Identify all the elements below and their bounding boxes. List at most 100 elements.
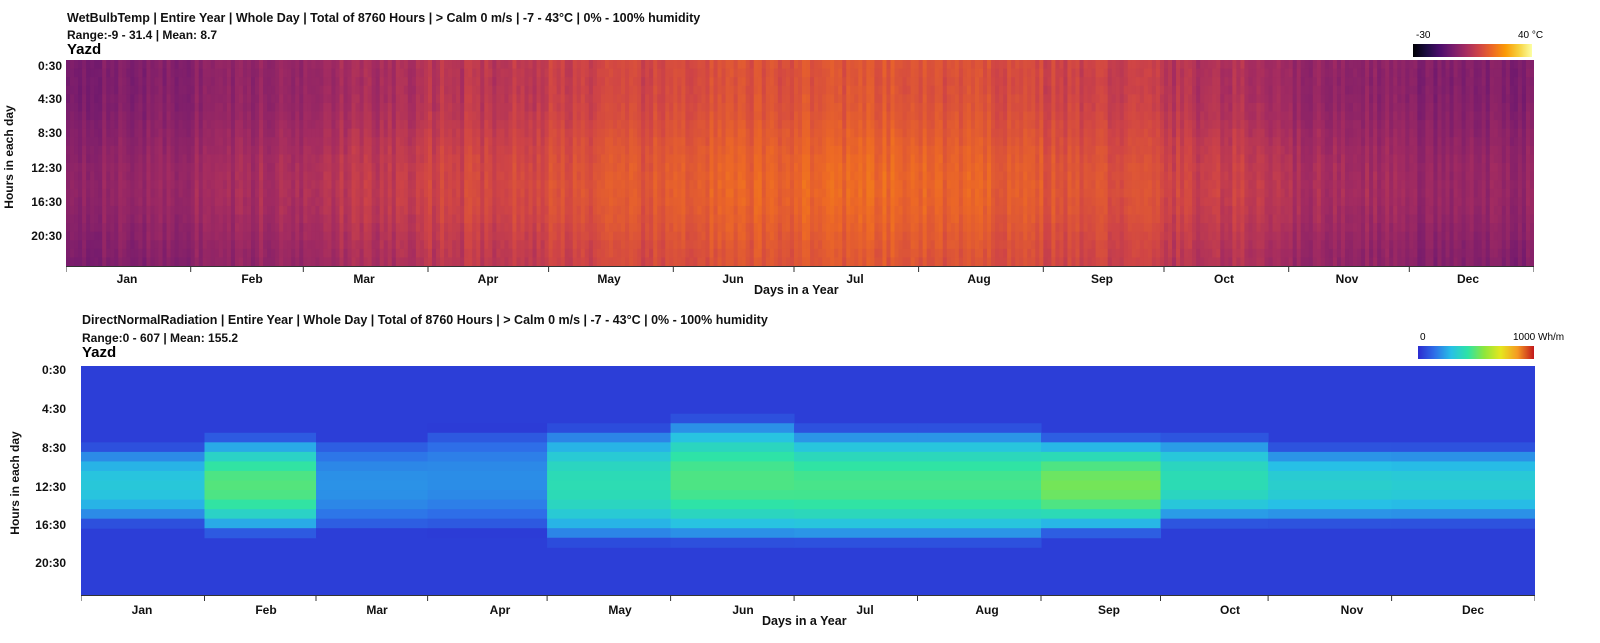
- heatmap-cell: [371, 214, 377, 224]
- heatmap-cell: [580, 137, 586, 147]
- heatmap-cell: [552, 102, 558, 113]
- heatmap-cell: [134, 171, 139, 181]
- heatmap-cell: [251, 163, 256, 173]
- heatmap-cell: [685, 163, 690, 173]
- heatmap-cell: [528, 94, 534, 104]
- heatmap-cell: [387, 120, 393, 130]
- heatmap-cell: [178, 197, 184, 207]
- heatmap-cell: [102, 240, 107, 250]
- heatmap-cell: [94, 120, 99, 130]
- heatmap-cell: [572, 205, 578, 216]
- heatmap-cell: [190, 145, 196, 156]
- heatmap-cell: [403, 180, 409, 190]
- heatmap-cell: [327, 128, 333, 138]
- heatmap-cell: [536, 154, 542, 164]
- heatmap-cell: [834, 248, 839, 259]
- heatmap-cell: [170, 60, 176, 70]
- heatmap-cell: [234, 128, 240, 138]
- heatmap-cell: [773, 145, 779, 156]
- heatmap-cell: [488, 205, 493, 216]
- heatmap-cell: [536, 205, 542, 216]
- heatmap-cell: [701, 128, 707, 138]
- heatmap-cell: [427, 205, 433, 216]
- heatmap-cell: [810, 223, 815, 233]
- heatmap-cell: [198, 60, 204, 70]
- heatmap-cell: [407, 102, 413, 113]
- heatmap-cell: [773, 171, 779, 181]
- heatmap-cell: [436, 171, 441, 181]
- heatmap-cell: [375, 197, 381, 207]
- heatmap-cell: [633, 205, 638, 216]
- heatmap-cell: [737, 94, 743, 104]
- heatmap-cell: [130, 145, 135, 156]
- heatmap-cell: [842, 240, 847, 250]
- heatmap-cell: [492, 145, 497, 156]
- heatmap-cell: [709, 240, 715, 250]
- heatmap-cell: [777, 171, 783, 181]
- heatmap-cell: [661, 223, 666, 233]
- heatmap-cell: [431, 171, 437, 181]
- heatmap-cell: [456, 111, 461, 121]
- heatmap-cell: [411, 214, 417, 224]
- heatmap-cell: [898, 102, 904, 113]
- heatmap-cell: [158, 197, 164, 207]
- heatmap-cell: [789, 180, 795, 190]
- heatmap-cell: [645, 223, 650, 233]
- heatmap-cell: [456, 77, 461, 87]
- heatmap-cell: [198, 171, 204, 181]
- heatmap-cell: [130, 231, 135, 241]
- heatmap-cell: [255, 257, 260, 267]
- heatmap-cell: [106, 85, 111, 95]
- heatmap-cell: [222, 248, 228, 259]
- heatmap-cell: [785, 223, 791, 233]
- heatmap-cell: [218, 248, 224, 259]
- heatmap-cell: [588, 60, 594, 70]
- heatmap-cell: [870, 120, 875, 130]
- heatmap-cell: [717, 120, 723, 130]
- heatmap-cell: [70, 223, 75, 233]
- heatmap-cell: [882, 180, 888, 190]
- heatmap-cell: [331, 240, 337, 250]
- heatmap-cell: [661, 137, 666, 147]
- heatmap-cell: [146, 85, 152, 95]
- heatmap-cell: [725, 145, 731, 156]
- heatmap-cell: [560, 102, 566, 113]
- heatmap-cell: [138, 171, 144, 181]
- heatmap-cell: [701, 231, 707, 241]
- heatmap-cell: [214, 223, 220, 233]
- heatmap-cell: [608, 77, 614, 87]
- heatmap-cell: [403, 94, 409, 104]
- heatmap-cell: [552, 120, 558, 130]
- heatmap-cell: [612, 223, 618, 233]
- heatmap-cell: [665, 163, 670, 173]
- heatmap-cell: [198, 223, 204, 233]
- heatmap-cell: [797, 85, 803, 95]
- heatmap-cell: [564, 188, 570, 198]
- heatmap-cell: [423, 154, 429, 164]
- heatmap-cell: [367, 120, 373, 130]
- heatmap-cell: [74, 231, 79, 241]
- heatmap-cell: [106, 214, 111, 224]
- heatmap-cell: [303, 120, 308, 130]
- heatmap-cell: [612, 240, 618, 250]
- heatmap-cell: [677, 77, 682, 87]
- heatmap-cell: [299, 154, 304, 164]
- heatmap-cell: [98, 85, 103, 95]
- heatmap-cell: [874, 154, 880, 164]
- heatmap-cell: [335, 197, 341, 207]
- heatmap-cell: [242, 128, 248, 138]
- heatmap-cell: [653, 111, 658, 121]
- heatmap-cell: [777, 231, 783, 241]
- heatmap-cell: [878, 197, 884, 207]
- heatmap-cell: [580, 111, 586, 121]
- heatmap-cell: [729, 60, 735, 70]
- heatmap-cell: [882, 248, 888, 259]
- heatmap-cell: [267, 60, 272, 70]
- heatmap-cell: [134, 231, 139, 241]
- heatmap-cell: [508, 60, 514, 70]
- heatmap-cell: [552, 205, 558, 216]
- heatmap-cell: [130, 154, 135, 164]
- heatmap-cell: [78, 240, 83, 250]
- heatmap-cell: [673, 231, 678, 241]
- heatmap-cell: [66, 257, 71, 267]
